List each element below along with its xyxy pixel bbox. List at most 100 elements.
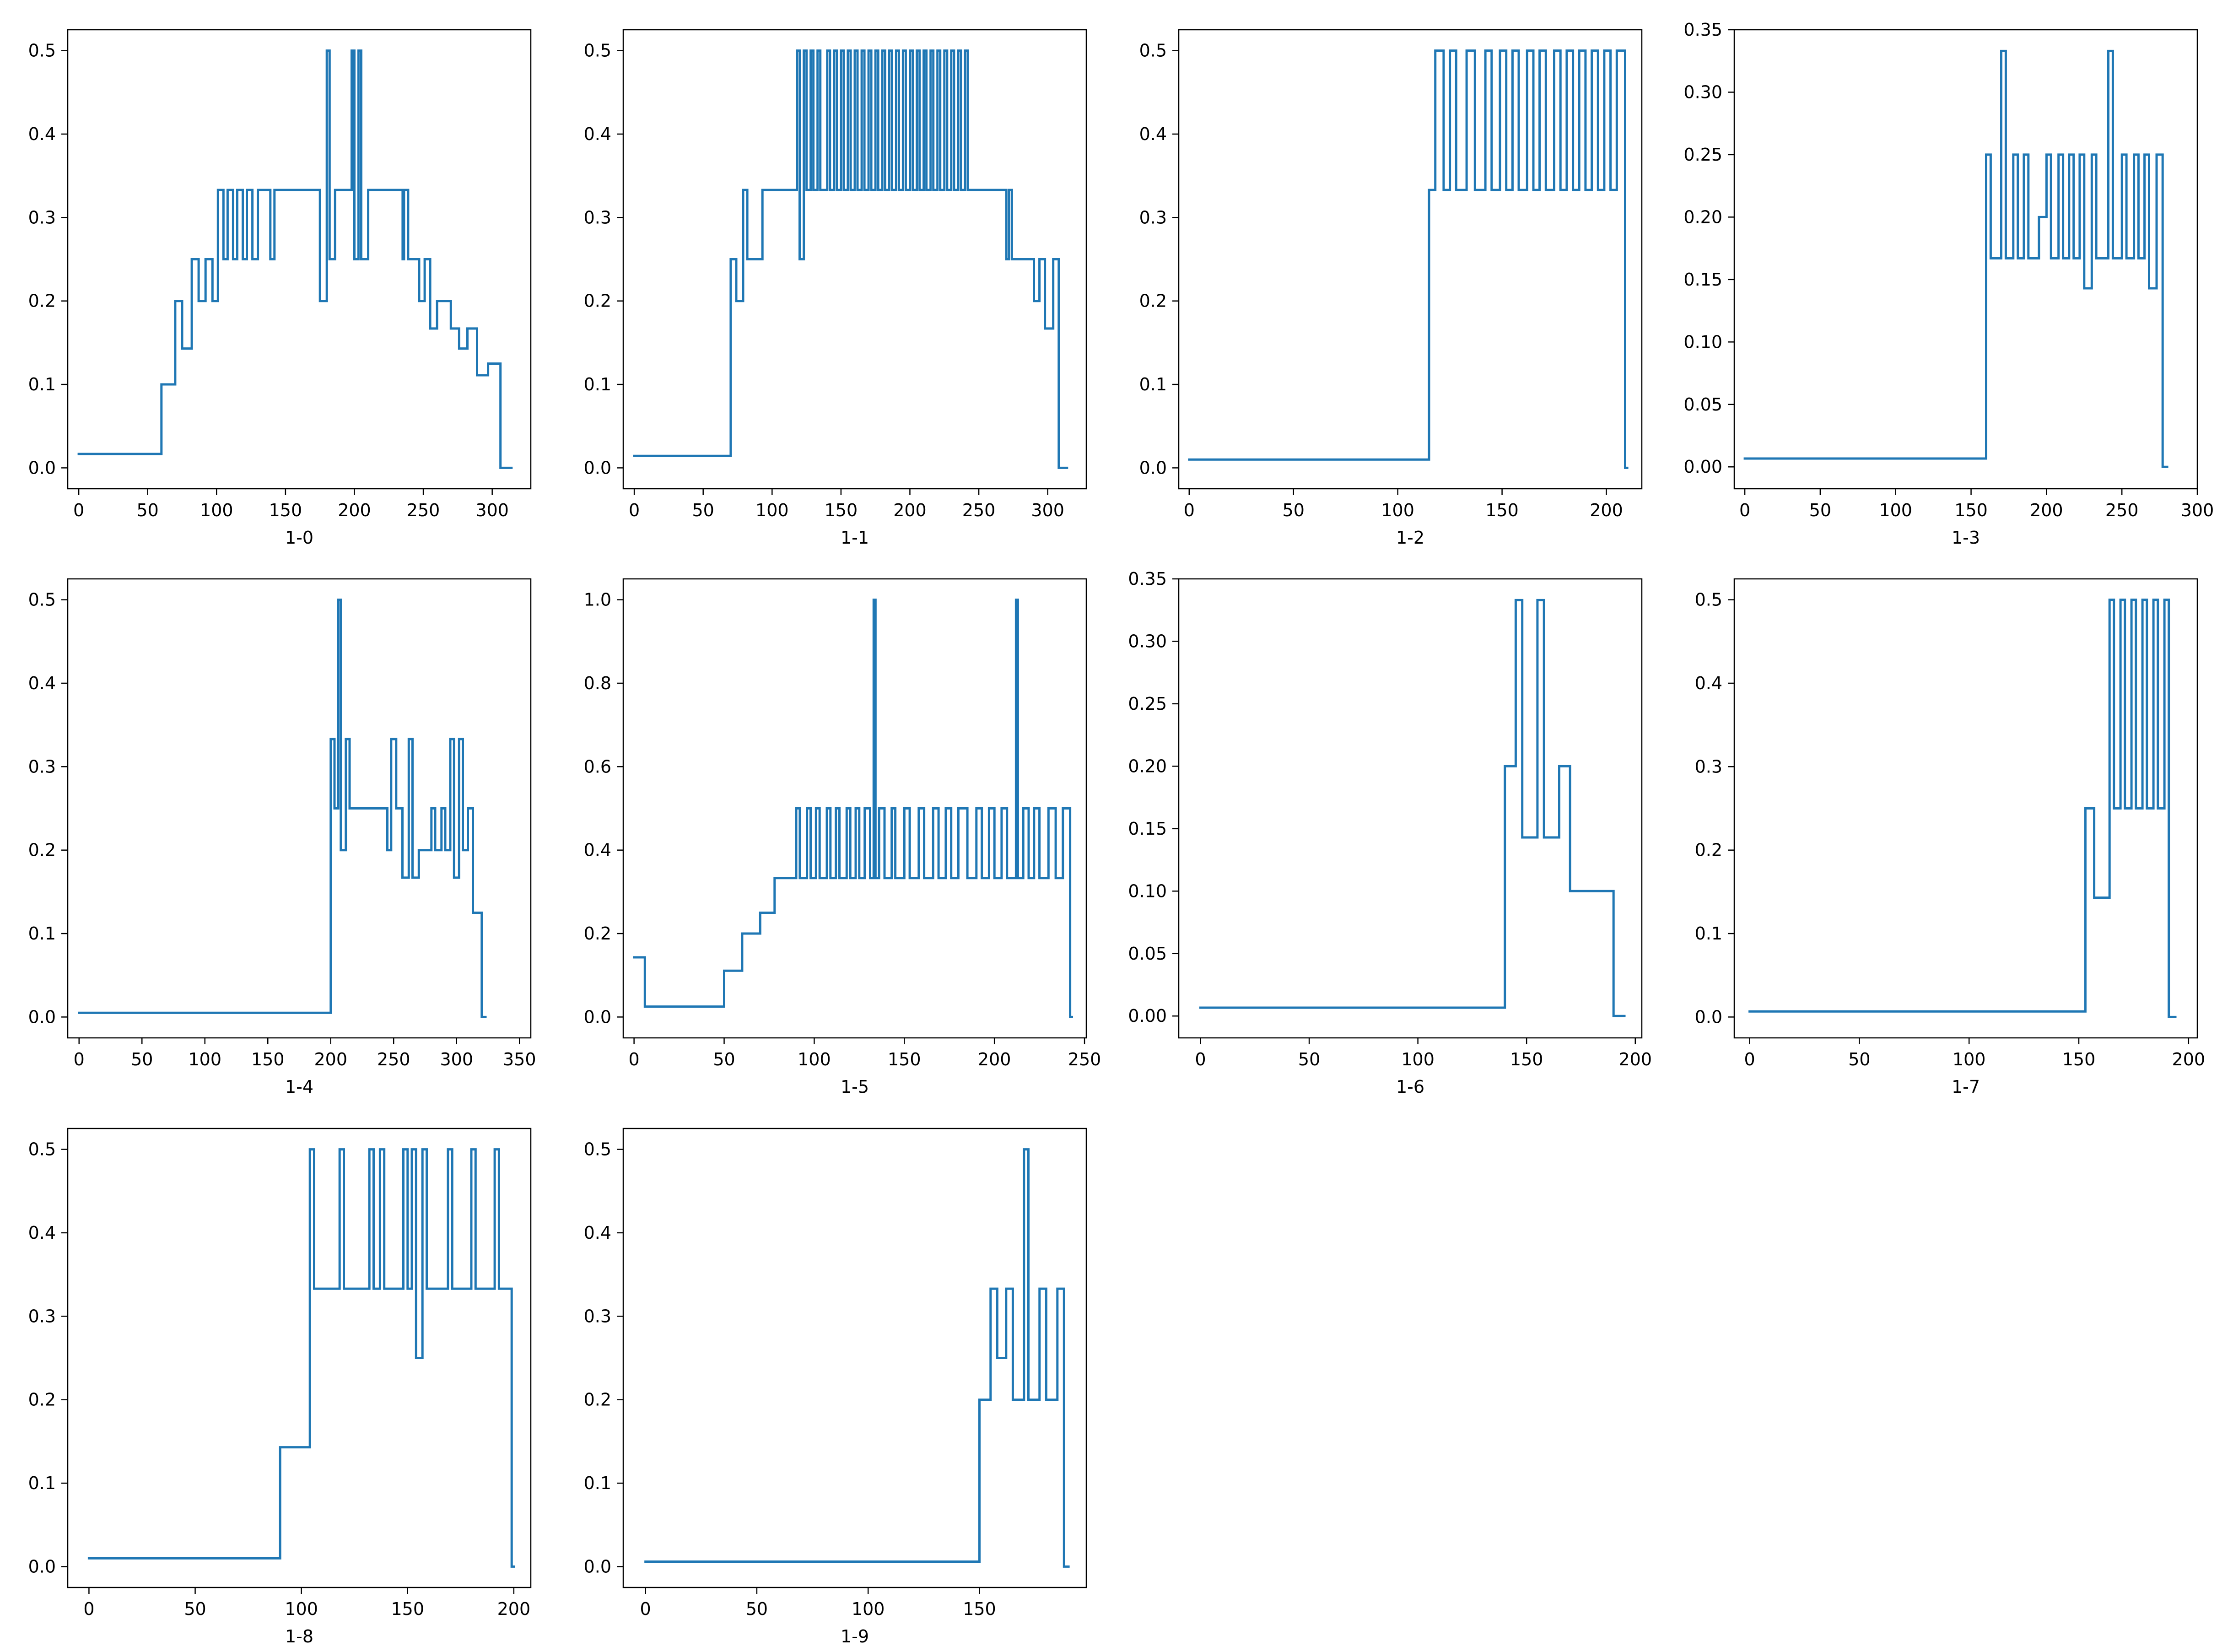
x-tick-label: 100 (285, 1599, 318, 1619)
y-tick-label: 0.3 (28, 207, 56, 227)
series-line (78, 599, 487, 1018)
y-tick-label: 0.3 (584, 1306, 611, 1326)
y-tick-label: 0.30 (1128, 631, 1167, 651)
y-tick-label: 0.35 (1683, 20, 1722, 40)
x-tick-label: 150 (1510, 1049, 1543, 1069)
y-tick-label: 0.2 (584, 923, 611, 944)
x-tick-label: 100 (1879, 500, 1912, 520)
x-axis-label: 1-8 (285, 1626, 313, 1647)
x-tick-label: 0 (640, 1599, 651, 1619)
x-axis-label: 1-6 (1396, 1077, 1424, 1097)
y-tick-label: 0.25 (1683, 145, 1722, 165)
x-tick-label: 300 (440, 1049, 473, 1069)
y-tick-label: 0.4 (28, 1223, 56, 1243)
y-tick-label: 0.3 (1695, 756, 1722, 777)
x-tick-label: 50 (137, 500, 159, 520)
y-tick-label: 0.2 (1139, 291, 1167, 311)
y-tick-label: 0.20 (1128, 756, 1167, 776)
x-tick-label: 250 (1068, 1049, 1101, 1069)
y-tick-label: 0.5 (1139, 41, 1167, 61)
x-tick-label: 50 (184, 1599, 206, 1619)
x-tick-label: 250 (2105, 500, 2139, 520)
y-tick-label: 0.1 (1695, 923, 1722, 944)
x-tick-label: 50 (1809, 500, 1831, 520)
x-tick-label: 0 (83, 1599, 94, 1619)
x-tick-label: 150 (1954, 500, 1988, 520)
y-tick-label: 1.0 (584, 590, 611, 610)
x-tick-label: 150 (391, 1599, 424, 1619)
y-tick-label: 0.2 (28, 1390, 56, 1410)
series-line (1188, 49, 1629, 469)
x-tick-label: 200 (2172, 1049, 2206, 1069)
y-tick-label: 0.5 (584, 1139, 611, 1160)
y-tick-label: 0.2 (28, 291, 56, 311)
x-tick-label: 200 (314, 1049, 347, 1069)
x-tick-label: 0 (74, 1049, 85, 1069)
subplot-1-7: 0 50 100 150 200 0.0 0.1 0.2 0.3 0.4 0.5 1-7 (1695, 578, 2206, 1097)
x-tick-label: 150 (2062, 1049, 2096, 1069)
y-tick-label: 0.30 (1683, 82, 1722, 102)
x-axis-label: 1-7 (1952, 1077, 1980, 1097)
subplot-1-4: 0 50 100 150 200 250 300 350 0.0 0.1 0.2 0.3 0.4 0.5 1… (28, 578, 536, 1097)
x-tick-label: 250 (407, 500, 440, 520)
y-tick-label: 0.5 (584, 41, 611, 61)
x-tick-label: 0 (1739, 500, 1750, 520)
y-tick-label: 0.3 (28, 1306, 56, 1326)
y-tick-label: 0.4 (584, 124, 611, 144)
x-tick-label: 0 (1195, 1049, 1206, 1069)
y-tick-label: 0.05 (1128, 944, 1167, 964)
y-tick-label: 0.25 (1128, 694, 1167, 714)
y-tick-label: 0.0 (1139, 458, 1167, 478)
axes-frame (622, 29, 1087, 490)
y-tick-label: 0.4 (584, 840, 611, 860)
y-tick-label: 0.5 (1695, 590, 1722, 610)
x-tick-label: 50 (746, 1599, 768, 1619)
y-tick-label: 0.05 (1683, 394, 1722, 415)
y-tick-label: 0.1 (28, 1473, 56, 1493)
series-line (633, 49, 1068, 469)
x-tick-label: 200 (338, 500, 371, 520)
y-tick-label: 0.0 (28, 1556, 56, 1576)
x-axis-label: 1-2 (1396, 528, 1424, 548)
y-tick-label: 0.1 (584, 374, 611, 394)
y-tick-label: 0.5 (28, 590, 56, 610)
x-tick-label: 0 (73, 500, 84, 520)
y-tick-label: 0.0 (28, 1007, 56, 1027)
axes-frame (622, 1128, 1087, 1588)
series-line (1199, 599, 1626, 1017)
x-tick-label: 150 (888, 1049, 921, 1069)
x-tick-label: 150 (251, 1049, 285, 1069)
series-line (1743, 49, 2168, 468)
y-tick-label: 0.6 (584, 756, 611, 777)
x-tick-label: 150 (825, 500, 858, 520)
x-axis-label: 1-4 (285, 1077, 313, 1097)
y-tick-label: 0.3 (28, 756, 56, 777)
x-tick-label: 200 (893, 500, 927, 520)
y-tick-label: 0.0 (584, 1007, 611, 1027)
y-tick-label: 0.2 (28, 840, 56, 860)
y-tick-label: 0.4 (28, 124, 56, 144)
y-tick-label: 0.4 (584, 1223, 611, 1243)
x-tick-label: 100 (1953, 1049, 1986, 1069)
x-tick-label: 250 (377, 1049, 410, 1069)
x-axis-label: 1-5 (841, 1077, 869, 1097)
x-tick-label: 100 (188, 1049, 221, 1069)
x-axis-label: 1-3 (1952, 528, 1980, 548)
x-tick-label: 150 (1485, 500, 1519, 520)
x-tick-label: 200 (497, 1599, 531, 1619)
x-tick-label: 50 (1283, 500, 1305, 520)
y-tick-label: 0.3 (1139, 207, 1167, 227)
x-tick-label: 200 (978, 1049, 1011, 1069)
x-tick-label: 100 (755, 500, 789, 520)
y-tick-label: 0.00 (1683, 457, 1722, 477)
series-line (633, 599, 1073, 1018)
y-tick-label: 0.2 (584, 291, 611, 311)
series-line (87, 1148, 515, 1568)
y-tick-label: 0.4 (28, 673, 56, 693)
x-tick-label: 0 (629, 500, 640, 520)
axes-frame (1733, 29, 2198, 490)
y-tick-label: 0.5 (28, 41, 56, 61)
axes-frame (1733, 578, 2198, 1039)
x-tick-label: 100 (1381, 500, 1414, 520)
